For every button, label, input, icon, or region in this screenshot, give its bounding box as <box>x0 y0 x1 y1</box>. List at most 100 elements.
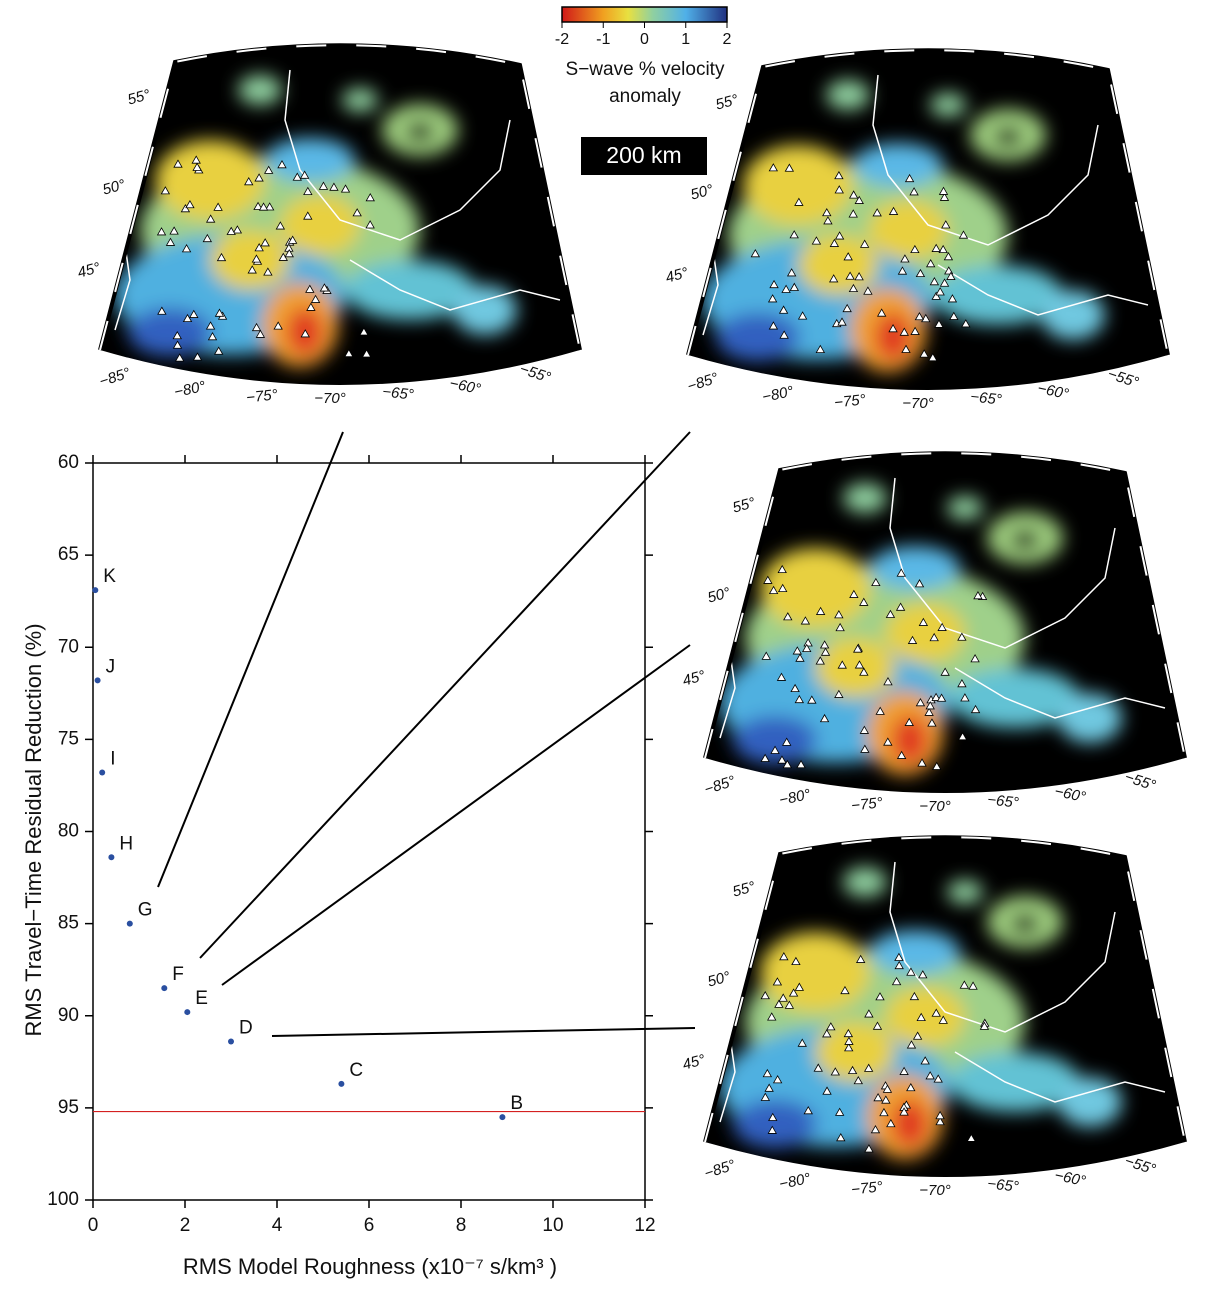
figure: 55° 50° 45° −85° −80° −75° −70° −65° −60° −55° 55°… <box>0 0 1211 1286</box>
longitude-label: −80° <box>761 383 795 406</box>
longitude-label: −85° <box>702 773 737 799</box>
longitude-label: −55° <box>1123 769 1158 795</box>
anomaly-blob <box>733 716 817 764</box>
anomaly-blob <box>280 195 360 255</box>
colorbar-tick-label: 0 <box>640 31 649 48</box>
point-label: I <box>110 749 115 770</box>
y-tick-label: 75 <box>58 728 79 749</box>
longitude-label: −80° <box>778 1170 812 1193</box>
longitude-label: −60° <box>1053 783 1087 806</box>
y-tick-label: 80 <box>58 821 79 842</box>
anomaly-blob <box>1011 914 1039 934</box>
map: 55°50°45°−85°−80°−75°−70°−65°−60°−55° <box>681 837 1185 1199</box>
longitude-label: −85° <box>685 370 720 396</box>
anomaly-blob <box>342 88 378 112</box>
map: 55°50°45°−85°−80°−75°−70°−65°−60°−55° <box>76 45 580 407</box>
anomaly-blob <box>1058 693 1122 743</box>
depth-label: 200 km <box>606 142 681 168</box>
anomaly-blob <box>760 548 870 628</box>
anomaly-blob <box>1041 290 1105 340</box>
longitude-label: −85° <box>97 365 132 391</box>
leader-lines <box>158 432 695 1036</box>
point <box>127 921 133 927</box>
longitude-label: −65° <box>382 383 415 403</box>
latitude-label: 50° <box>101 176 127 198</box>
anomaly-blob <box>885 603 965 663</box>
anomaly-blob <box>733 1100 817 1148</box>
point <box>92 587 98 593</box>
latitude-label: 55° <box>731 878 757 900</box>
anomaly-blob <box>885 987 965 1047</box>
longitude-label: −65° <box>970 388 1003 408</box>
plot-frame <box>93 463 645 1200</box>
point <box>161 985 167 991</box>
point-label: E <box>195 988 208 1009</box>
longitude-label: −60° <box>1053 1167 1087 1190</box>
point-label: J <box>106 656 116 677</box>
longitude-label: −55° <box>1106 366 1141 392</box>
longitude-label: −70° <box>919 1182 950 1199</box>
longitude-label: −60° <box>448 375 482 398</box>
x-tick-label: 8 <box>456 1215 467 1236</box>
longitude-label: −75° <box>850 794 883 814</box>
longitude-label: −75° <box>850 1178 883 1198</box>
point <box>184 1009 190 1015</box>
longitude-label: −55° <box>518 361 553 387</box>
y-tick-label: 100 <box>47 1189 79 1210</box>
point-label: G <box>138 900 153 921</box>
anomaly-blob <box>128 308 212 356</box>
anomaly-blob <box>238 75 282 105</box>
longitude-label: −65° <box>987 1175 1020 1195</box>
latitude-label: 50° <box>706 584 732 606</box>
colorbar-tick-label: -1 <box>596 31 610 48</box>
point-label: H <box>119 833 133 854</box>
latitude-label: 45° <box>681 667 707 689</box>
x-tick-label: 10 <box>542 1215 563 1236</box>
point-label: D <box>239 1018 253 1039</box>
anomaly-blob <box>453 285 517 335</box>
anomaly-blob <box>406 122 434 142</box>
point <box>95 677 101 683</box>
x-tick-label: 4 <box>272 1215 283 1236</box>
anomaly-blob <box>853 143 943 187</box>
colorbar-label: S−wave % velocity <box>566 59 725 80</box>
longitude-label: −60° <box>1036 380 1070 403</box>
x-axis-label: RMS Model Roughness (x10⁻⁷ s/km³ ) <box>183 1254 557 1279</box>
anomaly-blob <box>826 80 870 110</box>
y-axis-label: RMS Travel−Time Residual Reduction (%) <box>21 623 46 1036</box>
latitude-label: 55° <box>126 86 152 108</box>
map: 55°50°45°−85°−80°−75°−70°−65°−60°−55° <box>664 50 1168 412</box>
x-tick-label: 0 <box>88 1215 99 1236</box>
latitude-label: 45° <box>681 1051 707 1073</box>
y-tick-label: 85 <box>58 913 79 934</box>
point-label: B <box>510 1093 523 1114</box>
anomaly-blob <box>1058 1077 1122 1127</box>
map: 55°50°45°−85°−80°−75°−70°−65°−60°−55° <box>681 453 1185 815</box>
point <box>338 1081 344 1087</box>
anomaly-blob <box>994 127 1022 147</box>
anomaly-blob <box>743 145 853 225</box>
point-label: F <box>172 964 184 985</box>
longitude-label: −65° <box>987 791 1020 811</box>
anomaly-blob <box>870 930 960 974</box>
anomaly-blob <box>947 880 983 904</box>
x-tick-label: 6 <box>364 1215 375 1236</box>
anomaly-blob <box>947 496 983 520</box>
longitude-label: −75° <box>833 391 866 411</box>
x-tick-label: 12 <box>634 1215 655 1236</box>
y-tick-label: 95 <box>58 1097 79 1118</box>
longitude-label: −70° <box>902 395 933 412</box>
latitude-label: 50° <box>689 181 715 203</box>
y-tick-label: 60 <box>58 452 79 473</box>
latitude-label: 55° <box>714 91 740 113</box>
anomaly-blob <box>843 867 887 897</box>
anomaly-blob <box>870 546 960 590</box>
y-tick-label: 65 <box>58 544 79 565</box>
point <box>499 1114 505 1120</box>
longitude-label: −80° <box>173 378 207 401</box>
anomaly-blob <box>843 483 887 513</box>
anomaly-blob <box>265 138 355 182</box>
latitude-label: 45° <box>76 259 102 281</box>
colorbar-tick-label: 2 <box>723 31 732 48</box>
colorbar-tick-label: 1 <box>681 31 690 48</box>
